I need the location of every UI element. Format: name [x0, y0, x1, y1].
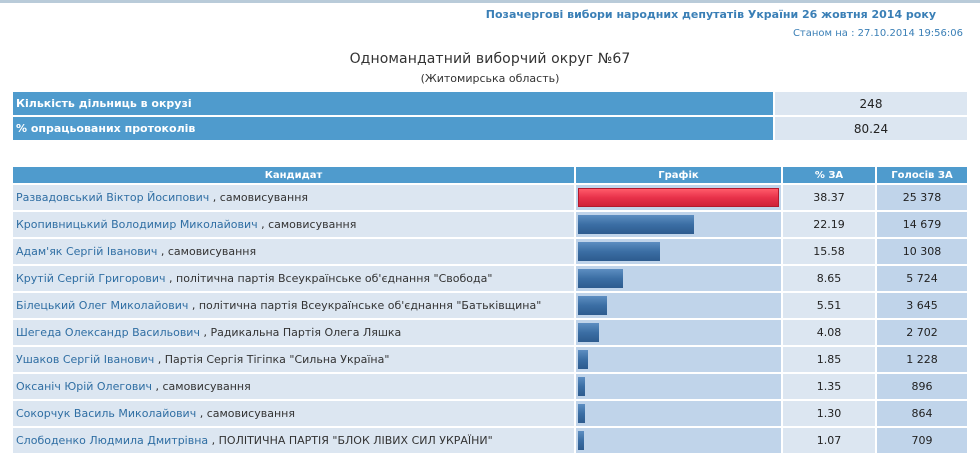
- result-bar: [578, 323, 599, 342]
- percent-cell: 22.19: [783, 212, 875, 237]
- result-bar: [578, 350, 588, 369]
- summary-label: Кількість дільниць в окрузі: [13, 92, 773, 115]
- table-row: Сокорчук Василь Миколайович , самовисува…: [13, 401, 967, 426]
- candidate-party: , політична партія Всеукраїнське об'єдна…: [165, 272, 493, 285]
- result-bar: [578, 242, 660, 261]
- candidate-party: , самовисування: [157, 245, 257, 258]
- table-row: Слободенко Людмила Дмитрівна , ПОЛІТИЧНА…: [13, 428, 967, 453]
- table-row: Развадовський Віктор Йосипович , самовис…: [13, 185, 967, 210]
- percent-cell: 8.65: [783, 266, 875, 291]
- candidate-name: Ушаков Сергій Іванович: [16, 353, 155, 366]
- summary-label: % опрацьованих протоколів: [13, 117, 773, 140]
- result-bar: [578, 215, 694, 234]
- candidate-cell: Шегеда Олександр Васильович , Радикальна…: [13, 320, 574, 345]
- percent-cell: 38.37: [783, 185, 875, 210]
- column-header-graph: Графік: [576, 167, 781, 183]
- graph-cell: [576, 428, 781, 453]
- votes-cell: 25 378: [877, 185, 967, 210]
- results-table: Кандидат Графік % ЗА Голосів ЗА Развадов…: [11, 165, 969, 455]
- top-border: [0, 0, 980, 3]
- results-body: Развадовський Віктор Йосипович , самовис…: [13, 185, 967, 453]
- candidate-party: , самовисування: [152, 380, 251, 393]
- summary-table: Кількість дільниць в окрузі 248 % опраць…: [11, 90, 969, 142]
- votes-cell: 2 702: [877, 320, 967, 345]
- candidate-name: Крутій Сергій Григорович: [16, 272, 166, 285]
- percent-cell: 4.08: [783, 320, 875, 345]
- summary-value: 248: [775, 92, 967, 115]
- votes-cell: 14 679: [877, 212, 967, 237]
- status-timestamp: Станом на : 27.10.2014 19:56:06: [792, 28, 963, 39]
- candidate-party: , Радикальна Партія Олега Ляшка: [199, 326, 402, 339]
- candidate-party: , Партія Сергія Тігіпка "Сильна Україна": [154, 353, 390, 366]
- column-header-votes: Голосів ЗА: [877, 167, 967, 183]
- candidate-name: Оксаніч Юрій Олегович: [16, 380, 152, 393]
- votes-cell: 5 724: [877, 266, 967, 291]
- percent-cell: 1.85: [783, 347, 875, 372]
- result-bar: [578, 431, 584, 450]
- table-row: Білецький Олег Миколайович , політична п…: [13, 293, 967, 318]
- summary-row-protocols: % опрацьованих протоколів 80.24: [13, 117, 967, 140]
- result-bar: [578, 269, 623, 288]
- percent-cell: 1.07: [783, 428, 875, 453]
- table-row: Адам'як Сергій Іванович , самовисування 1…: [13, 239, 967, 264]
- candidate-party: , самовисування: [209, 191, 309, 204]
- result-bar: [578, 377, 585, 396]
- candidate-name: Слободенко Людмила Дмитрівна: [16, 434, 209, 447]
- results-header-row: Кандидат Графік % ЗА Голосів ЗА: [13, 167, 967, 183]
- district-region: (Житомирська область): [420, 72, 560, 85]
- election-title: Позачергові вибори народних депутатів Ук…: [485, 8, 936, 21]
- graph-cell: [576, 401, 781, 426]
- candidate-party: , політична партія Всеукраїнське об'єдна…: [188, 299, 542, 312]
- table-row: Кропивницький Володимир Миколайович , са…: [13, 212, 967, 237]
- graph-cell: [576, 293, 781, 318]
- candidate-cell: Адам'як Сергій Іванович , самовисування: [13, 239, 574, 264]
- summary-row-precincts: Кількість дільниць в окрузі 248: [13, 92, 967, 115]
- result-bar: [578, 296, 607, 315]
- candidate-name: Білецький Олег Миколайович: [16, 299, 189, 312]
- votes-cell: 709: [877, 428, 967, 453]
- candidate-name: Кропивницький Володимир Миколайович: [16, 218, 258, 231]
- candidate-cell: Оксаніч Юрій Олегович , самовисування: [13, 374, 574, 399]
- graph-cell: [576, 374, 781, 399]
- candidate-party: , самовисування: [257, 218, 357, 231]
- candidate-cell: Кропивницький Володимир Миколайович , са…: [13, 212, 574, 237]
- candidate-name: Развадовський Віктор Йосипович: [16, 191, 210, 204]
- table-row: Крутій Сергій Григорович , політична пар…: [13, 266, 967, 291]
- percent-cell: 5.51: [783, 293, 875, 318]
- votes-cell: 10 308: [877, 239, 967, 264]
- candidate-cell: Ушаков Сергій Іванович , Партія Сергія Т…: [13, 347, 574, 372]
- candidate-party: , самовисування: [196, 407, 295, 420]
- candidate-cell: Сокорчук Василь Миколайович , самовисува…: [13, 401, 574, 426]
- result-bar: [578, 404, 585, 423]
- candidate-cell: Развадовський Віктор Йосипович , самовис…: [13, 185, 574, 210]
- votes-cell: 3 645: [877, 293, 967, 318]
- graph-cell: [576, 239, 781, 264]
- candidate-cell: Білецький Олег Миколайович , політична п…: [13, 293, 574, 318]
- candidate-name: Сокорчук Василь Миколайович: [16, 407, 197, 420]
- percent-cell: 15.58: [783, 239, 875, 264]
- graph-cell: [576, 320, 781, 345]
- candidate-party: , ПОЛІТИЧНА ПАРТІЯ "БЛОК ЛІВИХ СИЛ УКРАЇ…: [208, 434, 493, 447]
- result-bar: [578, 188, 779, 207]
- table-row: Шегеда Олександр Васильович , Радикальна…: [13, 320, 967, 345]
- votes-cell: 896: [877, 374, 967, 399]
- candidate-cell: Крутій Сергій Григорович , політична пар…: [13, 266, 574, 291]
- table-row: Ушаков Сергій Іванович , Партія Сергія Т…: [13, 347, 967, 372]
- percent-cell: 1.30: [783, 401, 875, 426]
- graph-cell: [576, 212, 781, 237]
- graph-cell: [576, 266, 781, 291]
- percent-cell: 1.35: [783, 374, 875, 399]
- candidate-name: Шегеда Олександр Васильович: [16, 326, 200, 339]
- candidate-name: Адам'як Сергій Іванович: [16, 245, 158, 258]
- table-row: Оксаніч Юрій Олегович , самовисування 1.3…: [13, 374, 967, 399]
- graph-cell: [576, 347, 781, 372]
- column-header-candidate: Кандидат: [13, 167, 574, 183]
- votes-cell: 864: [877, 401, 967, 426]
- votes-cell: 1 228: [877, 347, 967, 372]
- column-header-percent: % ЗА: [783, 167, 875, 183]
- summary-value: 80.24: [775, 117, 967, 140]
- candidate-cell: Слободенко Людмила Дмитрівна , ПОЛІТИЧНА…: [13, 428, 574, 453]
- graph-cell: [576, 185, 781, 210]
- district-title: Одномандатний виборчий округ №67: [349, 51, 631, 67]
